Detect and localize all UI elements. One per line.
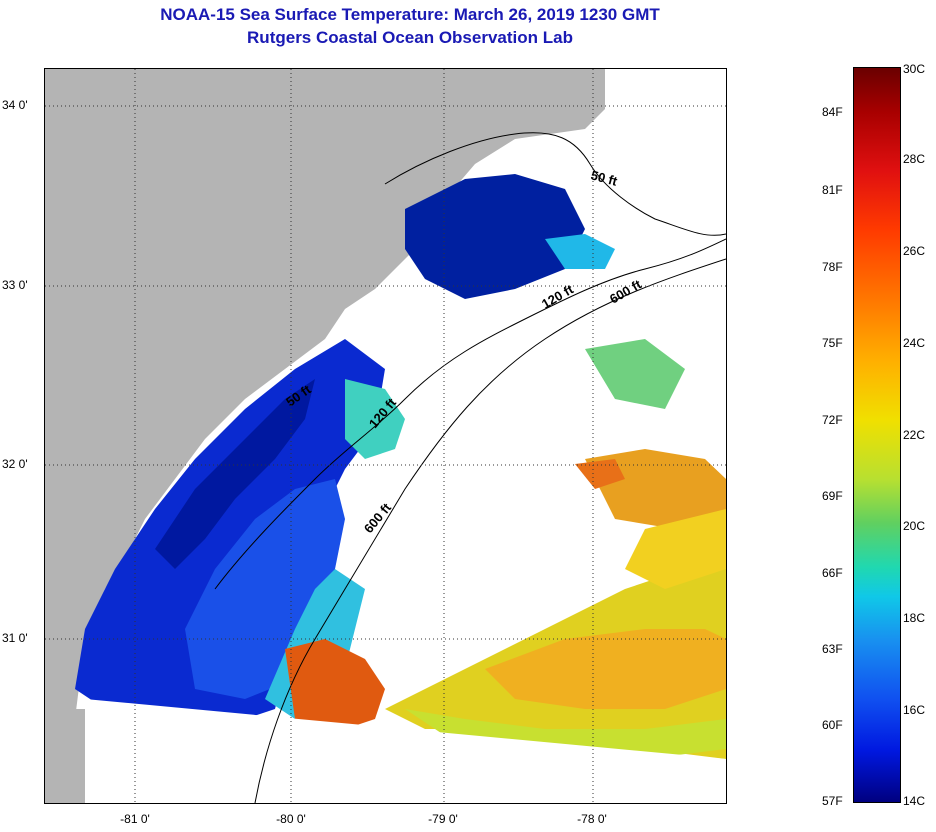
lat-label-34: 34 0': [2, 98, 28, 112]
colorbar-label-f-63: 63F: [822, 642, 843, 656]
colorbar-label-f-78: 78F: [822, 260, 843, 274]
colorbar-label-c-28: 28C: [903, 152, 926, 166]
sst-warm-water: [385, 449, 726, 759]
lon-label-79: -79 0': [428, 812, 458, 826]
colorbar-label-f-69: 69F: [822, 489, 843, 503]
title-line-1: NOAA-15 Sea Surface Temperature: March 2…: [160, 5, 660, 24]
colorbar-label-c-18: 18C: [903, 611, 926, 625]
colorbar-label-f-84: 84F: [822, 105, 843, 119]
lat-label-32: 32 0': [2, 457, 28, 471]
contour-120ft: [214, 238, 726, 590]
colorbar-label-c-24: 24C: [903, 336, 926, 350]
lat-label-33: 33 0': [2, 278, 28, 292]
sst-hot-water: [285, 459, 625, 729]
contour-600ft: [254, 258, 726, 803]
title-line-2: Rutgers Coastal Ocean Observation Lab: [247, 28, 573, 47]
lon-label-80: -80 0': [276, 812, 306, 826]
lat-label-31: 31 0': [2, 631, 28, 645]
colorbar-label-f-72: 72F: [822, 413, 843, 427]
colorbar-label-c-20: 20C: [903, 519, 926, 533]
land-mass: [45, 69, 605, 803]
temperature-colorbar: [853, 67, 901, 803]
lon-label-81: -81 0': [120, 812, 150, 826]
colorbar-label-f-57: 57F: [822, 794, 843, 808]
colorbar-label-f-60: 60F: [822, 718, 843, 732]
contour-label-50ft-north: 50 ft: [589, 167, 619, 189]
no-data-region: [85, 699, 726, 803]
colorbar-label-c-26: 26C: [903, 244, 926, 258]
graticule: [45, 69, 726, 803]
colorbar-label-f-66: 66F: [822, 566, 843, 580]
contour-50ft: [384, 132, 726, 236]
colorbar-label-c-16: 16C: [903, 703, 926, 717]
land-mass-south: [45, 709, 85, 803]
colorbar-label-c-30: 30C: [903, 62, 926, 76]
colorbar-label-c-22: 22C: [903, 428, 926, 442]
colorbar-label-f-75: 75F: [822, 336, 843, 350]
colorbar-label-c-14: 14C: [903, 794, 926, 808]
sst-map[interactable]: 50 ft 120 ft 600 ft 50 ft 120 ft 600 ft: [44, 68, 727, 804]
lon-label-78: -78 0': [577, 812, 607, 826]
colorbar-label-f-81: 81F: [822, 183, 843, 197]
